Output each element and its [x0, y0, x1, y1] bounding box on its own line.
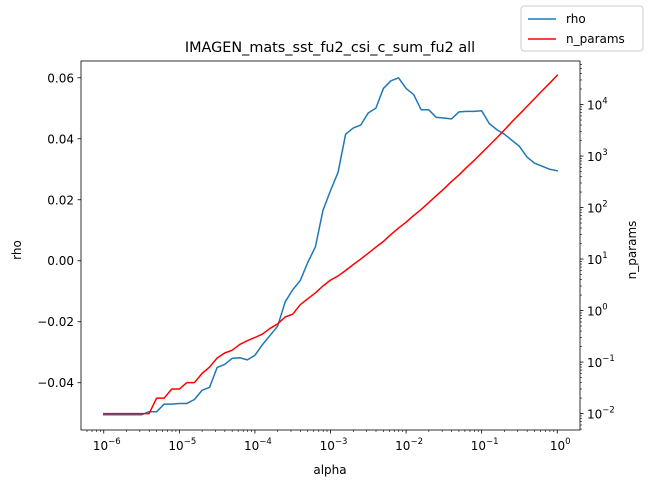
series-line-n-params: [103, 74, 559, 415]
x-axis-ticks: 10−6 10−5 10−4 10−3 10−2 10−1 100: [86, 430, 571, 453]
y-left-tick-label: −0.02: [37, 315, 74, 329]
y-right-axis-ticks: 10−2 10−1 100 101 102 103 104: [580, 64, 615, 430]
x-tick-label: 10−4: [244, 437, 272, 453]
plot-frame: [80, 60, 581, 431]
y-right-tick-label: 10−2: [587, 406, 615, 422]
y-left-tick-label: 0.06: [47, 71, 74, 85]
y-left-tick-label: 0.04: [47, 132, 74, 146]
legend: rho n_params: [520, 5, 644, 52]
y-left-tick-label: 0.00: [47, 254, 74, 268]
y-left-axis-ticks: −0.04 −0.02 0.00 0.02 0.04 0.06: [37, 71, 81, 390]
y-right-axis-label: n_params: [625, 221, 639, 280]
y-right-tick-label: 10−1: [587, 354, 615, 370]
x-tick-label: 10−2: [395, 437, 423, 453]
x-tick-label: 10−5: [168, 437, 196, 453]
y-right-tick-label: 104: [587, 97, 608, 113]
legend-label-n-params: n_params: [566, 32, 625, 46]
x-tick-label: 100: [550, 437, 571, 453]
plot-lines: [103, 74, 559, 416]
chart-title: IMAGEN_mats_sst_fu2_csi_c_sum_fu2 all: [185, 40, 475, 56]
y-left-tick-label: −0.04: [37, 376, 74, 390]
x-tick-label: 10−3: [320, 437, 348, 453]
y-right-tick-label: 103: [587, 148, 608, 164]
legend-label-rho: rho: [566, 12, 586, 26]
x-tick-label: 10−1: [471, 437, 499, 453]
x-tick-label: 10−6: [93, 437, 121, 453]
series-line-rho: [103, 77, 559, 416]
y-right-tick-label: 100: [587, 303, 608, 319]
x-axis-label: alpha: [313, 463, 346, 477]
y-left-axis-label: rho: [10, 240, 24, 260]
y-right-tick-label: 102: [587, 200, 608, 216]
y-left-tick-label: 0.02: [47, 193, 74, 207]
y-right-tick-label: 101: [587, 251, 608, 267]
